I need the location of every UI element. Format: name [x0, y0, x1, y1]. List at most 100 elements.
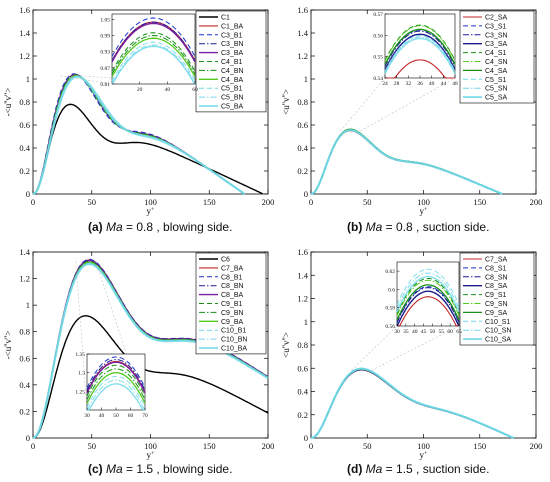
- y-tick-label: 0.6: [19, 353, 30, 363]
- y-tick-label: 1.6: [297, 247, 308, 257]
- legend-label: C9_BN: [221, 310, 244, 317]
- x-tick-label: 100: [417, 441, 430, 451]
- legend-label: C8_BN: [221, 283, 244, 290]
- inset-series-line: [86, 359, 146, 391]
- inset-series-line: [396, 268, 460, 305]
- inset-series-line: [384, 30, 456, 67]
- x-tick-label: 100: [144, 197, 157, 207]
- inset-x-tick-label: 60: [128, 413, 134, 419]
- caption-c: (c) Ma = 1.5 , blowing side.: [88, 462, 232, 476]
- x-tick-label: 50: [363, 441, 372, 451]
- legend-label: C3_B1: [221, 32, 243, 39]
- y-tick-label: 0.2: [297, 166, 308, 176]
- legend-label: C8_SN: [485, 274, 508, 281]
- caption-mach-symbol: Ma: [106, 462, 123, 476]
- legend-label: C10_BA: [221, 346, 247, 353]
- y-tick-label: 1.2: [19, 51, 30, 61]
- legend-label: C3_SA: [485, 41, 508, 48]
- y-axis-label: <u''v''>: [281, 332, 291, 358]
- series-line-c8-sn: [310, 368, 514, 439]
- inset-y-tick-label: 0.55: [373, 55, 383, 61]
- inset-series-line: [86, 379, 146, 411]
- y-tick-label: 0.6: [19, 120, 30, 130]
- chart-panel-b: 0 50 100 150 200 0 0.2 0.4 0.6 0.8 1 1.2 1.4 1.6 y+ <u'…: [281, 5, 542, 216]
- x-tick-label: 100: [417, 197, 430, 207]
- y-tick-label: 0.8: [19, 97, 30, 107]
- legend-label: C7_BA: [221, 265, 244, 272]
- inset-series-line: [384, 36, 456, 73]
- series-line-c9-s1: [310, 368, 514, 439]
- y-tick-label: 0.2: [19, 166, 30, 176]
- inset-y-tick-label: 0.57: [373, 12, 383, 18]
- series-line-c10-sa: [310, 367, 514, 440]
- inset-x-tick-label: 50: [113, 413, 119, 419]
- inset-series-line: [384, 25, 456, 62]
- inset-y-tick-label: 0.58: [385, 306, 395, 312]
- y-tick-label: 0: [304, 189, 308, 199]
- legend-label: C5_BN: [221, 95, 244, 102]
- y-tick-label: 0.6: [297, 363, 308, 373]
- y-tick-label: 1.6: [19, 5, 30, 15]
- inset-y-tick-label: 0.56: [373, 33, 383, 39]
- y-tick-label: 1: [304, 74, 308, 84]
- inset-y-tick-label: 0.99: [100, 34, 110, 40]
- inset-x-tick-label: 60: [447, 329, 453, 335]
- series-line-c1: [32, 103, 263, 195]
- y-tick-label: 1: [26, 74, 30, 84]
- legend-label: C9_SN: [485, 301, 508, 308]
- legend-label: C2_SA: [485, 15, 508, 22]
- caption-side: , blowing side.: [153, 220, 233, 234]
- caption-mach-symbol: Ma: [106, 220, 123, 234]
- inset-x-tick-label: 50: [430, 329, 436, 335]
- legend-label: C4_SN: [485, 59, 508, 66]
- x-axis-label: y+: [147, 450, 156, 460]
- x-tick-label: 0: [309, 441, 313, 451]
- inset-series-line: [111, 44, 196, 84]
- y-tick-label: 1.4: [297, 28, 308, 38]
- y-tick-label: 0: [26, 433, 30, 443]
- inset-series-line: [86, 372, 146, 404]
- inset-y-tick-label: 0.93: [100, 50, 110, 56]
- inset-y-tick-label: 1.25: [75, 389, 85, 395]
- series-line-c9-sa: [310, 368, 514, 439]
- series-line-c6: [32, 315, 269, 439]
- x-tick-label: 50: [88, 197, 97, 207]
- legend-label: C10_B1: [221, 328, 246, 335]
- inset-series-line: [396, 272, 460, 309]
- inset-leader-line: [75, 261, 88, 411]
- series-line-c9-sn: [310, 368, 514, 439]
- x-axis-label: y+: [420, 206, 429, 216]
- caption-side: , suction side.: [412, 220, 490, 234]
- legend-label: C5_S1: [485, 77, 507, 84]
- inset-x-tick-label: 35: [403, 329, 409, 335]
- legend-label: C5_B1: [221, 86, 243, 93]
- inset-y-tick-label: 0.54: [373, 76, 383, 82]
- x-tick-label: 200: [262, 441, 275, 451]
- inset-series-line: [384, 35, 456, 72]
- caption-label: (a): [88, 220, 103, 234]
- caption-label: (c): [88, 462, 103, 476]
- inset-leader-line: [60, 75, 113, 85]
- caption-mach-value: = 0.8: [122, 220, 154, 234]
- x-tick-label: 0: [31, 197, 35, 207]
- y-tick-label: 0.4: [19, 143, 30, 153]
- legend-label: C5_BA: [221, 104, 244, 111]
- x-tick-label: 150: [473, 441, 486, 451]
- inset-x-tick-label: 45: [421, 329, 427, 335]
- y-axis-label: -<u''v''>: [3, 331, 13, 360]
- x-axis-label-sup: +: [151, 207, 155, 213]
- legend-label: C1_BA: [221, 23, 244, 30]
- inset-series-line: [397, 296, 459, 327]
- series-line-c10-sn: [310, 368, 514, 439]
- y-tick-label: 0.8: [297, 340, 308, 350]
- inset-y-tick-label: 1.3: [78, 371, 85, 377]
- legend-label: C4_B1: [221, 59, 243, 66]
- inset-y-tick-label: 1.05: [100, 17, 110, 23]
- inset-y-tick-label: 0.62: [385, 269, 395, 275]
- legend-label: C10_SN: [485, 328, 511, 335]
- y-tick-label: 1.6: [297, 5, 308, 15]
- y-tick-label: 1.4: [19, 28, 30, 38]
- y-tick-label: 1: [304, 317, 308, 327]
- legend-label: C5_SN: [485, 86, 508, 93]
- series-line-c10-s1: [310, 367, 514, 439]
